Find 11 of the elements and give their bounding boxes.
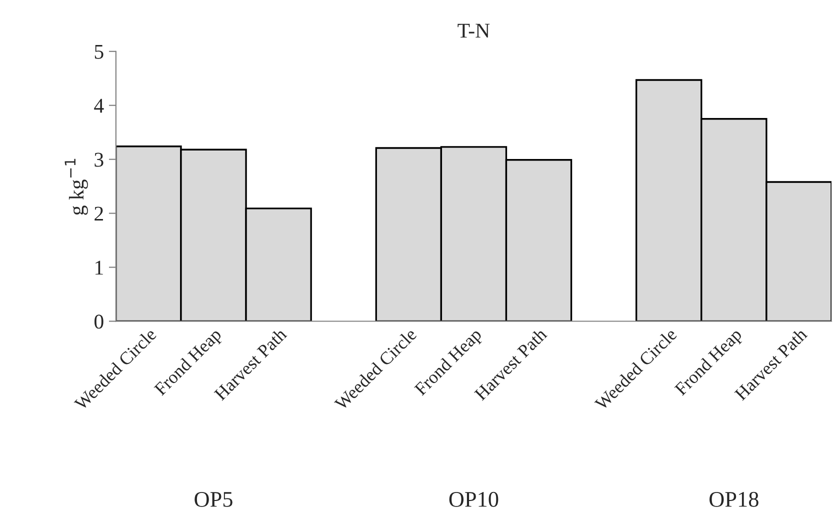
y-tick-label: 5: [94, 44, 104, 59]
y-tick-label: 0: [94, 314, 104, 329]
y-tick-label: 1: [96, 260, 103, 275]
text: OP5: [194, 492, 232, 507]
y-tick-label: 3: [94, 152, 104, 167]
text: OP10: [449, 492, 498, 507]
text: OP18: [710, 492, 758, 507]
chart-title: T-N: [458, 24, 490, 38]
y-tick-label: 4: [94, 98, 104, 113]
y-axis-title: g kg$^{−1}$: [64, 158, 88, 215]
y-tick-label: 2: [94, 206, 103, 221]
